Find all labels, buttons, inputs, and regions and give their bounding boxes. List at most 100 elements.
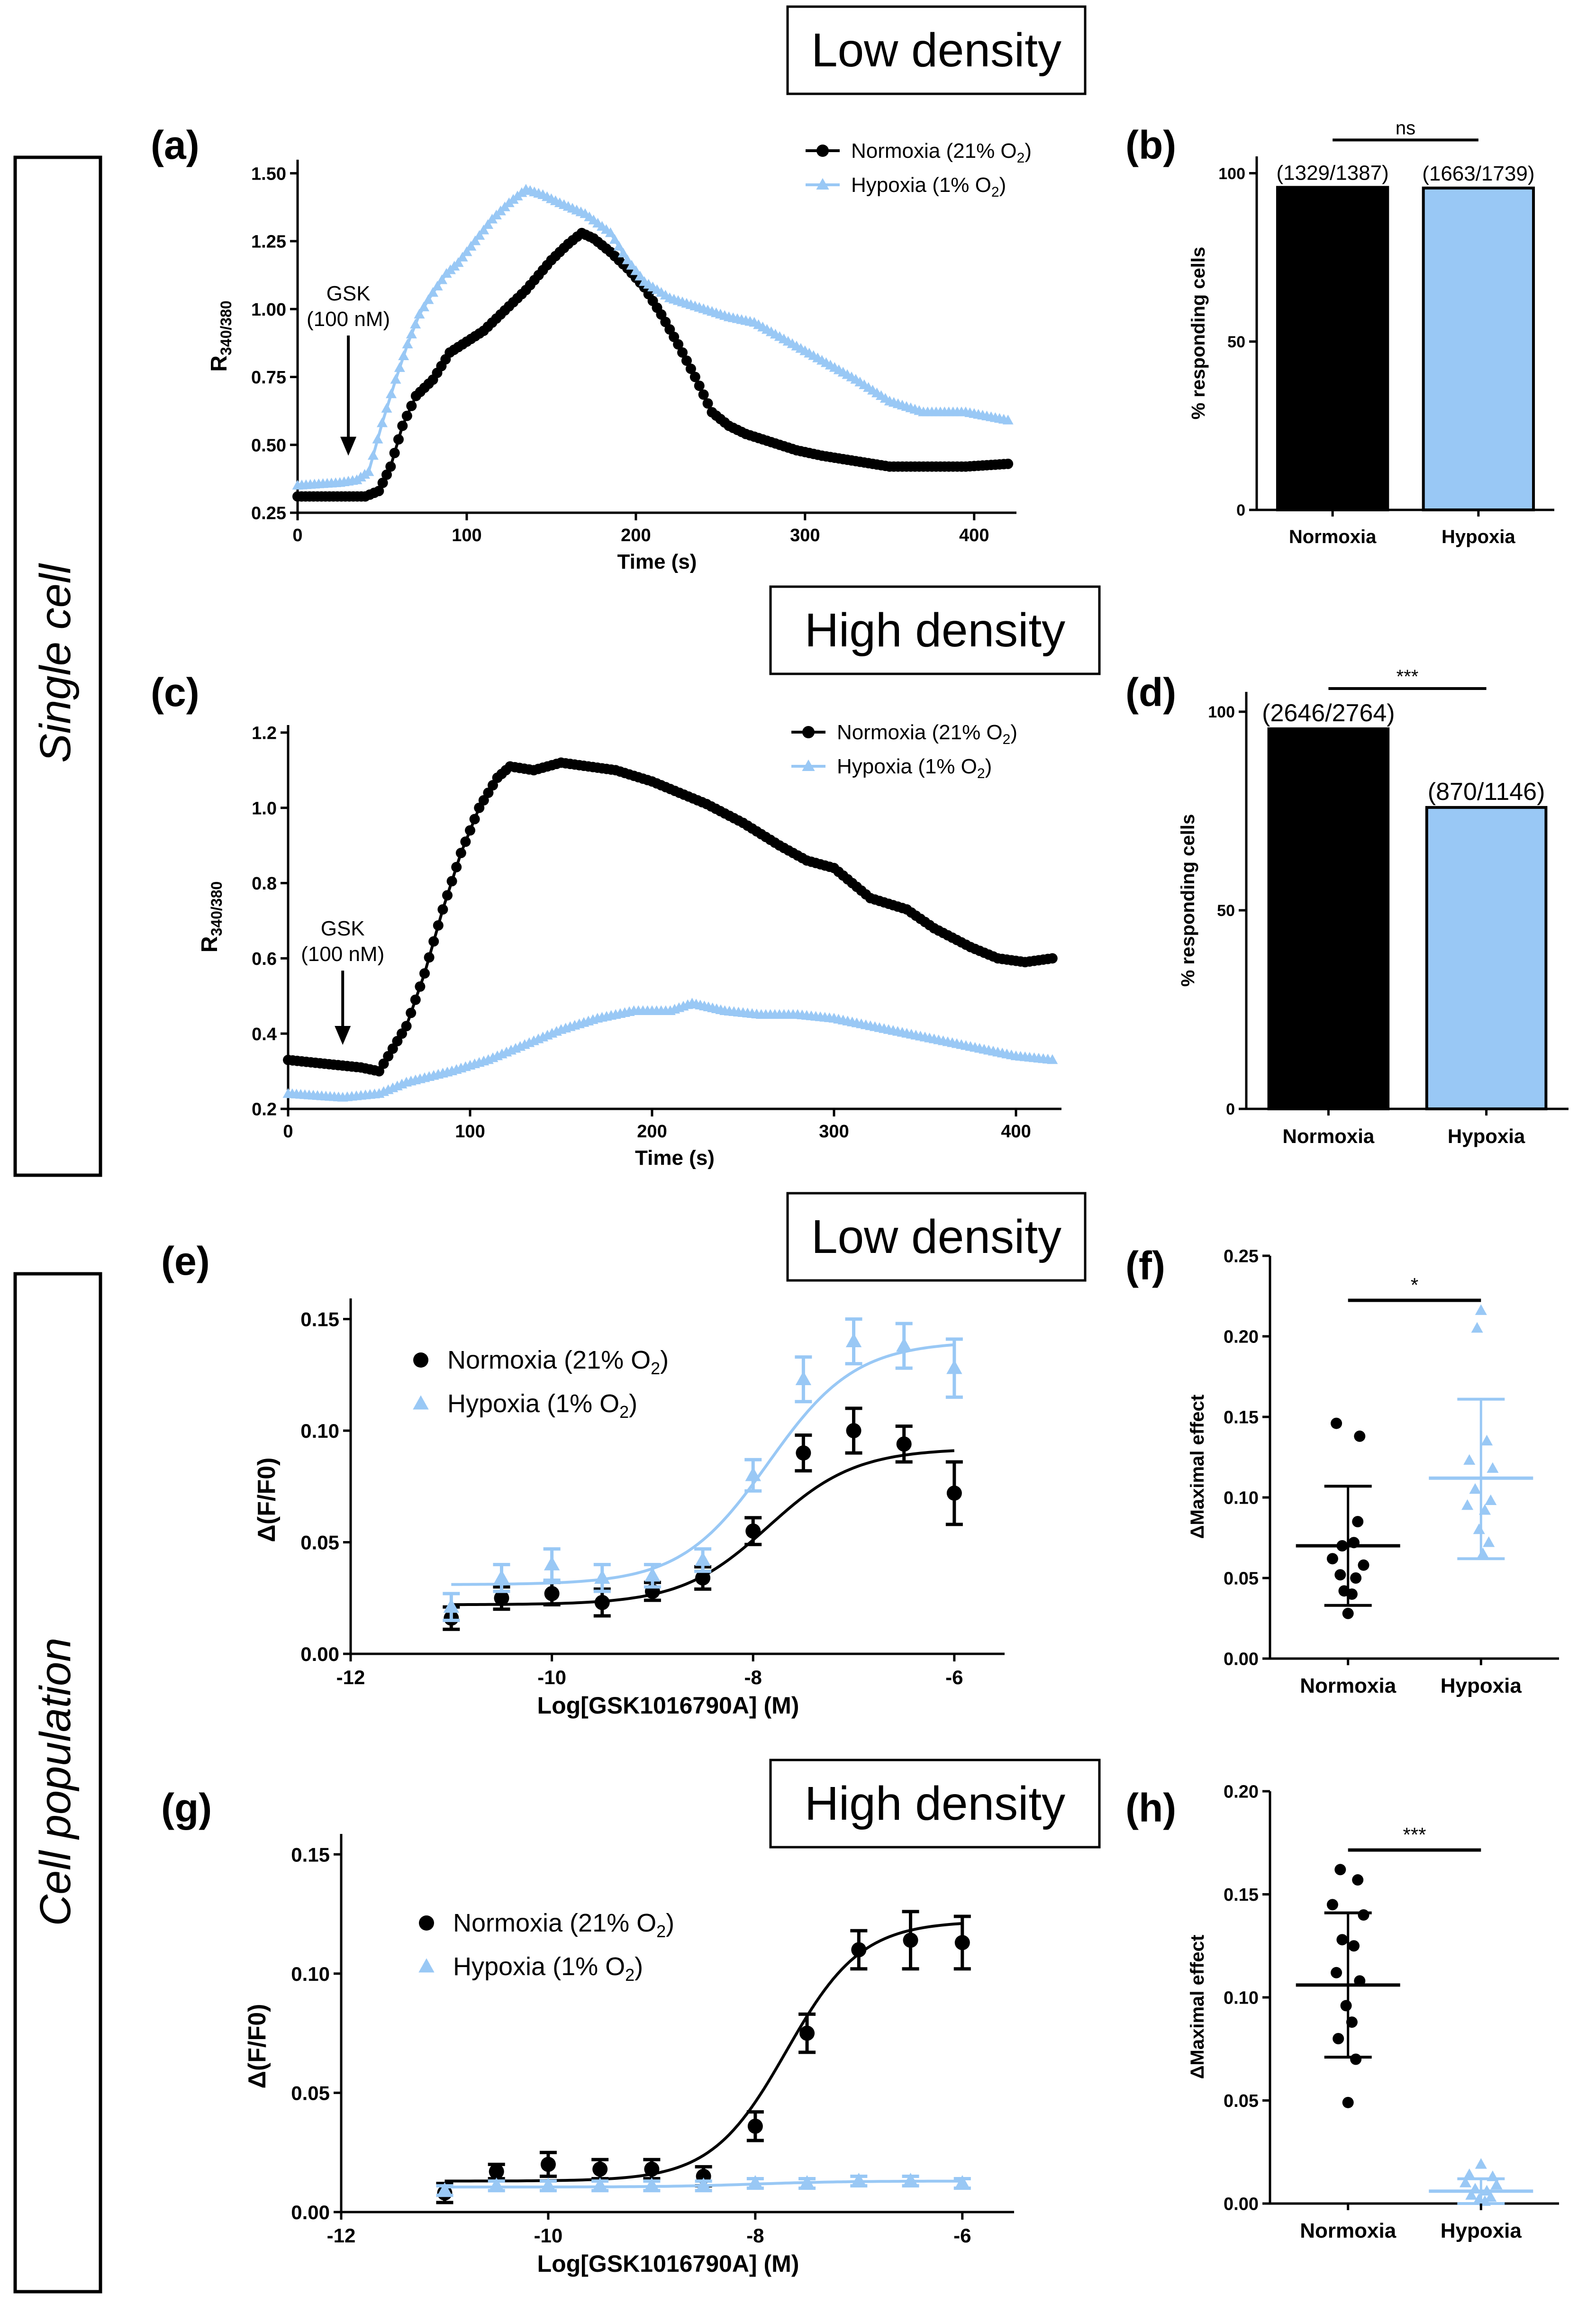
data-point <box>1350 2053 1362 2065</box>
data-point <box>483 787 494 798</box>
y-tick-label: 0.00 <box>300 1643 339 1665</box>
legend-entry: Normoxia (21% O2) <box>851 139 1032 166</box>
y-tick-label: 0.00 <box>291 2201 330 2223</box>
data-point <box>378 1058 389 1069</box>
series-hypoxia <box>292 183 1014 490</box>
data-point <box>1331 1967 1342 1978</box>
data-point <box>594 1595 610 1610</box>
data-point <box>1333 2033 1344 2044</box>
data-point <box>393 434 404 445</box>
bar-hypoxia <box>1425 806 1548 1110</box>
data-point <box>613 241 625 251</box>
x-axis-label: Time (s) <box>635 1146 715 1170</box>
legend-entry: Hypoxia (1% O2) <box>447 1389 637 1422</box>
data-point <box>954 1935 970 1950</box>
data-point <box>851 2172 867 2187</box>
panel-label: (g) <box>161 1786 212 1830</box>
data-point <box>433 920 444 931</box>
legend-text-close: ) <box>635 1952 643 1981</box>
data-point <box>402 338 413 349</box>
data-point <box>1463 1454 1476 1465</box>
data-point <box>1461 1499 1474 1510</box>
data-point <box>427 287 439 297</box>
series-hypoxia <box>436 2172 971 2197</box>
legend-text-sub: 2 <box>651 1359 660 1378</box>
panel-g-dose-response: 0.00 0.05 0.10 0.15 -12 -10 -8 -6 (g) Log[GSK1016… <box>161 1786 1014 2277</box>
data-point <box>846 1423 861 1439</box>
data-point <box>406 400 417 411</box>
data-point <box>1463 2168 1476 2179</box>
data-point <box>363 466 374 476</box>
data-point <box>622 254 633 264</box>
data-point <box>1002 415 1014 425</box>
density-label-a: Low density <box>811 24 1061 77</box>
series-hypoxia <box>282 998 1058 1102</box>
data-point <box>1465 2189 1478 2200</box>
panel-label: (a) <box>151 123 200 167</box>
panel-h-dot-plot: 0.00 0.05 0.10 0.15 0.20 (h) ΔMaximal effect No… <box>1125 1782 1559 2242</box>
data-point <box>799 2175 815 2189</box>
fit-curve <box>444 1922 962 2183</box>
data-point <box>1336 1934 1348 1946</box>
data-point <box>1483 1536 1495 1547</box>
data-point <box>1350 1572 1362 1584</box>
data-point <box>377 477 388 488</box>
y-axis-label: Δ(F/F0) <box>253 1458 281 1542</box>
density-box-c <box>769 585 1101 675</box>
bar-count-label: (1663/1739) <box>1422 162 1534 185</box>
y-tick-label: 50 <box>1217 902 1235 920</box>
y-tick-label: 0 <box>1236 501 1245 519</box>
data-point <box>702 398 713 409</box>
legend-text-label: Normoxia (21% O <box>851 139 1017 163</box>
x-tick-label: -10 <box>534 2224 563 2247</box>
data-point <box>410 318 421 329</box>
data-point <box>442 890 453 901</box>
data-point <box>386 388 397 399</box>
significance-label: * <box>1411 1274 1418 1296</box>
data-point <box>681 355 692 366</box>
data-point <box>1354 1975 1366 1987</box>
y-tick-label: 100 <box>1218 165 1245 183</box>
y-tick-label: 0.8 <box>252 874 277 894</box>
panel-label: (c) <box>151 670 200 715</box>
x-axis-label: Time (s) <box>617 550 697 573</box>
legend-marker <box>802 726 815 738</box>
legend-text-sub: 2 <box>1003 732 1011 747</box>
panel-b-bar-chart: 0 50 100 (b) % responding cells (1329/1387) No… <box>1125 118 1554 547</box>
y-tick-label: 1.25 <box>251 232 286 252</box>
data-point <box>470 235 481 245</box>
data-point <box>1481 1434 1493 1446</box>
bar-hypoxia <box>1422 186 1535 511</box>
y-axis-label: % responding cells <box>1188 247 1209 420</box>
panel-d-bar-chart: 0 50 100 (d) % responding cells (2646/2764) No… <box>1125 666 1569 1147</box>
y-tick-label: 0.50 <box>251 435 286 455</box>
data-point <box>544 1586 560 1601</box>
data-point <box>392 1036 403 1047</box>
y-tick-label: 0.05 <box>1224 1569 1259 1589</box>
series-normoxia <box>292 227 1014 502</box>
data-point <box>406 328 417 339</box>
data-point <box>478 224 490 235</box>
data-point <box>488 780 498 791</box>
data-point <box>946 1485 962 1501</box>
legend-entry: Normoxia (21% O2) <box>453 1909 674 1941</box>
data-point <box>695 1551 711 1566</box>
legend-entry: Normoxia (21% O2) <box>447 1346 669 1378</box>
data-point <box>695 1570 711 1586</box>
data-point <box>644 2161 660 2177</box>
data-point <box>745 1467 761 1481</box>
legend-text-sub: 2 <box>619 1402 629 1422</box>
data-point <box>799 2025 815 2041</box>
cell-population-frame <box>13 1272 102 2294</box>
panel-label: (b) <box>1125 123 1176 167</box>
data-point <box>1475 2158 1487 2169</box>
y-tick-label: 0.75 <box>251 368 286 388</box>
legend-text-sub: 2 <box>977 766 985 781</box>
data-point <box>592 2161 608 2177</box>
x-tick-label: -6 <box>945 1666 963 1688</box>
data-point <box>381 403 392 413</box>
y-tick-label: 0.25 <box>1224 1247 1259 1267</box>
legend-text-close: ) <box>629 1389 637 1418</box>
data-point <box>626 260 637 270</box>
legend-text-label: Hypoxia (1% O <box>453 1952 625 1981</box>
